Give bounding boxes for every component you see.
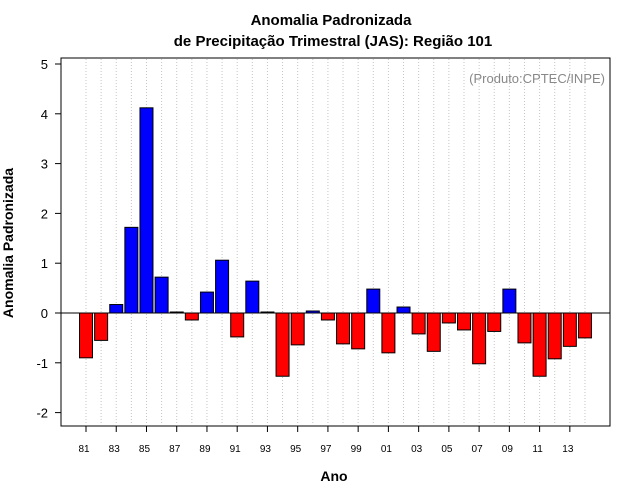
- x-axis: 81 83 85 87 89 91 93 95 97 99 01 03 05 07 09 11 13: [78, 426, 574, 455]
- bar-05: [441, 312, 456, 324]
- x-tick-label: 99: [351, 444, 363, 455]
- x-tick-label: 07: [472, 444, 484, 455]
- y-tick-label: 1: [41, 256, 48, 271]
- x-tick-label: 13: [562, 444, 574, 455]
- x-tick-label: 97: [320, 444, 332, 455]
- bar-95: [290, 312, 305, 346]
- bar-97: [320, 312, 335, 321]
- bar-09: [502, 288, 517, 314]
- bar-06: [457, 312, 471, 331]
- bar-07: [472, 312, 487, 365]
- grid-lines: [85, 59, 586, 425]
- bar-04: [426, 312, 441, 352]
- chart-subtitle: de Precipitação Trimestral (JAS): Região…: [174, 33, 492, 50]
- x-tick-label: 87: [169, 444, 181, 455]
- x-axis-title: Ano: [320, 468, 347, 484]
- y-tick-label: 3: [41, 157, 48, 172]
- chart-title: Anomalia Padronizada: [251, 12, 413, 29]
- x-tick-label: 83: [109, 444, 121, 455]
- y-tick-label: 0: [41, 306, 48, 321]
- bar-92: [245, 280, 260, 314]
- bar-93: [260, 311, 275, 314]
- bar-14: [577, 312, 592, 339]
- y-tick-label: 2: [41, 206, 48, 221]
- y-tick-label: -1: [36, 356, 48, 371]
- x-tick-label: 01: [381, 444, 393, 455]
- bar-96: [305, 310, 320, 314]
- bar-81: [79, 312, 93, 359]
- x-tick-label: 81: [78, 444, 90, 455]
- bar-10: [517, 312, 532, 344]
- x-tick-label: 91: [230, 444, 242, 455]
- bar-82: [94, 312, 109, 341]
- bars: [79, 107, 592, 377]
- bar-08: [487, 312, 502, 332]
- y-axis: -2 -1 0 1 2 3 4 5: [36, 57, 61, 421]
- x-tick-label: 89: [199, 444, 211, 455]
- x-tick-label: 03: [411, 444, 423, 455]
- bar-87: [169, 311, 184, 314]
- bar-86: [154, 276, 169, 314]
- bar-94: [275, 312, 290, 377]
- bar-12: [547, 312, 562, 360]
- bar-84: [124, 226, 139, 314]
- bar-91: [230, 312, 245, 338]
- bar-00: [366, 288, 381, 314]
- bar-01: [381, 312, 396, 354]
- bar-85: [139, 107, 154, 314]
- y-tick-label: 5: [41, 57, 48, 72]
- plot-frame: [60, 57, 611, 427]
- bar-98: [336, 312, 351, 345]
- y-tick-label: -2: [36, 406, 48, 421]
- bar-83: [109, 304, 124, 314]
- bar-13: [562, 312, 577, 347]
- bar-89: [199, 291, 214, 314]
- y-tick-label: 4: [41, 107, 48, 122]
- x-tick-label: 05: [441, 444, 453, 455]
- y-axis-title: Anomalia Padronizada: [0, 168, 16, 318]
- bar-99: [351, 312, 366, 350]
- bar-02: [396, 306, 411, 314]
- x-tick-label: 09: [502, 444, 514, 455]
- x-tick-label: 11: [532, 444, 543, 455]
- x-tick-label: 85: [139, 444, 151, 455]
- x-tick-label: 93: [260, 444, 272, 455]
- bar-88: [184, 312, 199, 321]
- bar-03: [411, 312, 426, 335]
- bar-11: [532, 312, 547, 377]
- bar-90: [215, 259, 230, 314]
- x-tick-label: 95: [290, 444, 302, 455]
- credit-annotation: (Produto:CPTEC/INPE): [469, 71, 605, 86]
